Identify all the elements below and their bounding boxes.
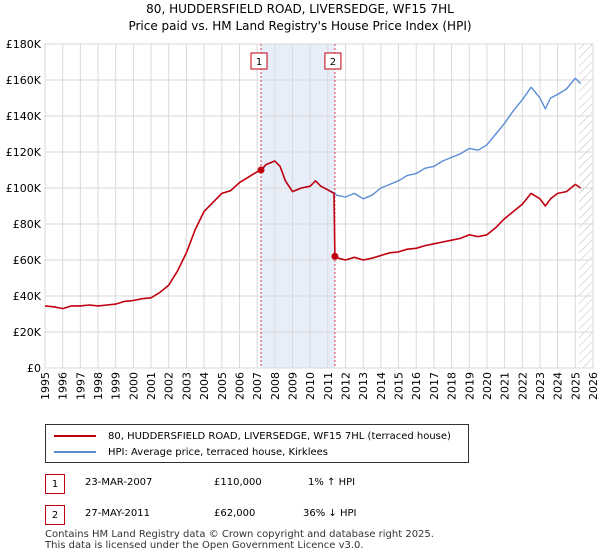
x-tick-label: 2020 [481,372,494,400]
sale-point [331,252,339,260]
x-tick-label: 2018 [446,372,459,400]
x-tick-label: 2025 [569,372,582,400]
x-tick-label: 1996 [57,372,70,400]
annotation-label: 1 [256,57,262,68]
y-tick-label: £20K [13,326,42,339]
x-tick-label: 2016 [410,372,423,400]
x-tick-label: 2017 [428,372,441,400]
x-tick-label: 1998 [92,372,105,400]
x-tick-label: 2005 [216,372,229,400]
annotation-box [324,52,342,70]
transaction-hpi: 1% ↑ HPI [308,477,356,488]
x-tick-label: 2023 [534,372,547,400]
legend-swatch-hpi [54,451,96,453]
y-tick-label: £60K [13,254,42,267]
legend-label-hpi: HPI: Average price, terraced house, Kirk… [108,446,329,458]
transaction-marker: 1 [45,474,65,494]
y-tick-label: £80K [13,218,42,231]
y-tick-label: £40K [13,290,42,303]
x-tick-label: 1995 [39,372,52,400]
sale-point [257,166,265,174]
annotation-label: 2 [330,57,336,68]
future-hatched-region [578,44,593,368]
x-tick-label: 1999 [110,372,123,400]
x-tick-label: 2007 [251,372,264,400]
x-tick-label: 2002 [163,372,176,400]
x-tick-label: 2004 [198,372,211,400]
price-chart: £0 £20K £40K £60K £80K £100K £120K £140K £160K £1… [6,38,600,400]
legend: 80, HUDDERSFIELD ROAD, LIVERSEDGE, WF15 … [45,424,469,463]
y-tick-label: £140K [6,110,42,123]
x-tick-label: 2012 [340,372,353,400]
x-tick-label: 2006 [233,372,246,400]
x-tick-label: 2008 [269,372,282,400]
y-tick-label: £100K [6,182,42,195]
x-tick-label: 2003 [180,372,193,400]
x-tick-label: 2014 [375,372,388,400]
footer: Contains HM Land Registry data © Crown c… [45,529,434,551]
transaction-hpi: 36% ↓ HPI [303,508,357,519]
transaction-price: £110,000 [214,477,262,488]
x-tick-label: 2022 [516,372,529,400]
x-tick-label: 2009 [286,372,299,400]
x-tick-label: 2011 [322,372,335,400]
y-tick-label: £0 [27,362,41,375]
legend-item-hpi: HPI: Average price, terraced house, Kirk… [54,445,328,459]
footer-copyright: Contains HM Land Registry data © Crown c… [45,529,434,540]
y-tick-label: £160K [6,74,42,87]
legend-item-property: 80, HUDDERSFIELD ROAD, LIVERSEDGE, WF15 … [54,429,451,443]
transaction-marker: 2 [45,505,65,525]
x-tick-label: 2013 [357,372,370,400]
property-price-line [44,160,582,310]
x-tick-label: 2000 [127,372,140,400]
x-tick-label: 2019 [463,372,476,400]
transaction-price: £62,000 [214,508,256,519]
x-tick-label: 2026 [587,372,600,400]
ownership-shaded-region [261,44,335,368]
x-tick-label: 2021 [499,372,512,400]
x-tick-label: 2010 [304,372,317,400]
legend-label-property: 80, HUDDERSFIELD ROAD, LIVERSEDGE, WF15 … [108,430,451,442]
x-tick-label: 2015 [393,372,406,400]
footer-license: This data is licensed under the Open Gov… [45,540,364,551]
transaction-date: 23-MAR-2007 [85,477,153,488]
legend-swatch-property [54,435,96,437]
x-tick-label: 1997 [74,372,87,400]
x-tick-label: 2001 [145,372,158,400]
chart-subtitle: Price paid vs. HM Land Registry's House … [128,19,472,33]
chart-title: 80, HUDDERSFIELD ROAD, LIVERSEDGE, WF15 … [146,2,454,16]
annotation-box [250,52,268,70]
x-tick-label: 2024 [552,372,565,400]
transaction-date: 27-MAY-2011 [85,508,151,519]
y-tick-label: £120K [6,146,42,159]
y-tick-label: £180K [6,38,42,51]
